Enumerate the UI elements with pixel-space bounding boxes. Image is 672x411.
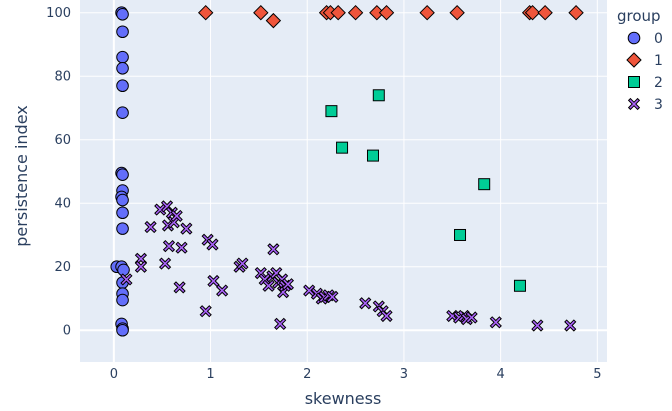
legend-label: 1: [654, 53, 663, 69]
data-point: [531, 319, 544, 332]
data-point: [326, 290, 339, 304]
data-point: [303, 284, 316, 297]
x-tick-label: 4: [496, 367, 504, 382]
y-tick-label: 40: [54, 197, 71, 212]
data-point: [180, 222, 193, 235]
y-tick-label: 20: [54, 260, 71, 275]
data-point: [144, 220, 157, 234]
data-point: [378, 4, 395, 21]
data-point: [116, 61, 129, 75]
y-tick-label: 80: [54, 70, 71, 85]
data-point: [524, 4, 541, 21]
data-point: [372, 89, 385, 102]
y-tick-labels: 0 20 40 60 80 100: [46, 6, 71, 339]
data-point: [206, 238, 219, 251]
data-point: [116, 323, 129, 337]
x-tick-label: 1: [206, 367, 214, 382]
data-point: [116, 79, 129, 93]
y-tick-label: 100: [46, 6, 71, 21]
x-tick-label: 2: [303, 367, 311, 382]
data-point: [380, 309, 393, 323]
data-point: [419, 4, 435, 21]
x-tick-label: 0: [110, 367, 118, 382]
data-point: [134, 260, 148, 273]
x-tick-label: 5: [593, 367, 601, 382]
data-point: [359, 297, 372, 310]
legend-label: 3: [654, 97, 663, 113]
data-point: [199, 305, 212, 318]
data-point: [478, 178, 491, 191]
data-point: [216, 284, 229, 297]
data-point: [120, 273, 133, 286]
data-point: [513, 279, 526, 292]
data-point: [465, 311, 478, 324]
legend-marker: [627, 97, 641, 111]
data-point: [265, 12, 282, 29]
data-point: [564, 319, 577, 332]
legend-label: 2: [654, 75, 663, 91]
data-point: [537, 4, 553, 21]
data-point: [116, 25, 129, 39]
data-point: [207, 274, 220, 288]
x-axis-title: skewness: [305, 389, 382, 408]
data-point: [116, 106, 129, 120]
legend: group 0 1 2 3: [617, 7, 663, 113]
data-point: [366, 149, 379, 162]
data-point: [197, 4, 214, 21]
data-point: [162, 239, 176, 253]
data-point: [116, 168, 129, 181]
data-point: [116, 293, 129, 307]
data-point: [281, 278, 295, 291]
data-point: [253, 4, 269, 21]
series-0: [110, 6, 130, 337]
legend-marker: [626, 52, 642, 68]
data-point: [325, 105, 338, 118]
data-point: [336, 141, 349, 154]
data-point: [489, 316, 502, 329]
series-2: [325, 89, 526, 292]
series-3: [120, 200, 577, 332]
data-point: [330, 4, 346, 21]
data-point: [449, 4, 465, 21]
data-point: [116, 50, 129, 64]
x-tick-label: 3: [400, 367, 408, 382]
legend-marker: [627, 31, 641, 45]
grid-lines: [80, 0, 607, 362]
y-tick-label: 0: [63, 324, 71, 339]
x-tick-labels: 0 1 2 3 4 5: [110, 367, 602, 382]
data-point: [568, 4, 584, 21]
legend-item-2[interactable]: 2: [628, 75, 663, 91]
data-point: [158, 257, 172, 270]
data-point: [454, 228, 467, 241]
plot-background: [80, 0, 607, 362]
data-point: [175, 241, 188, 254]
data-point: [116, 193, 129, 207]
data-point: [262, 279, 275, 292]
legend-item-3[interactable]: 3: [627, 97, 663, 113]
data-point: [117, 263, 130, 277]
data-point: [274, 317, 287, 331]
data-point: [173, 281, 186, 294]
data-point: [116, 222, 129, 235]
data-point: [116, 206, 129, 220]
y-tick-label: 60: [54, 133, 71, 148]
legend-title: group: [617, 7, 661, 25]
data-points: [110, 4, 584, 337]
data-point: [170, 209, 183, 223]
legend-label: 0: [654, 31, 663, 47]
data-point: [116, 7, 129, 21]
data-point: [134, 252, 148, 265]
data-point: [236, 257, 249, 270]
data-point: [347, 4, 364, 21]
legend-marker: [628, 76, 640, 88]
legend-item-1[interactable]: 1: [626, 52, 663, 69]
legend-item-0[interactable]: 0: [627, 31, 663, 47]
y-axis-title: persistence index: [12, 105, 31, 246]
data-point: [267, 243, 280, 256]
series-1: [197, 4, 584, 29]
